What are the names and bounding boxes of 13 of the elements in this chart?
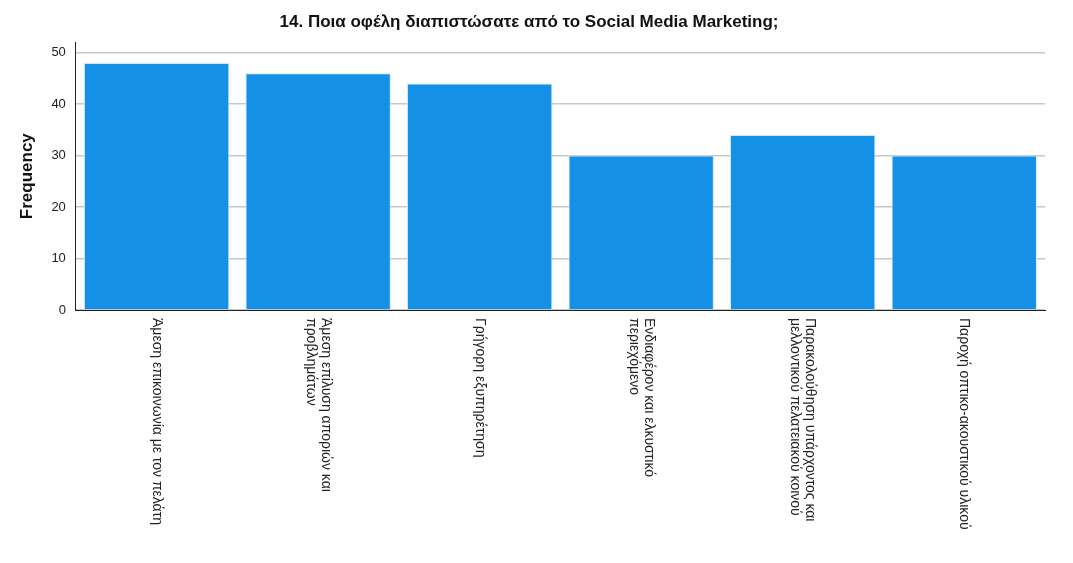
x-tick-label: Γρήγορη εξυπηρέτηση xyxy=(472,318,489,458)
x-tick-label: Άμεση επίλυση αποριών και προβλημάτων xyxy=(303,318,335,492)
x-tick-label: Άμεση επικοινωνία με τον πελάτη xyxy=(149,318,166,526)
y-tick-label: 30 xyxy=(51,147,66,163)
y-tick-label: 0 xyxy=(58,301,66,317)
y-tick-label: 20 xyxy=(51,198,66,214)
y-axis-title: Frequency xyxy=(16,132,36,220)
y-tick-label: 50 xyxy=(51,44,66,60)
y-tick-label: 40 xyxy=(51,95,66,111)
chart-title: 14. Ποια οφέλη διαπιστώσατε από το Social Media Marketing; xyxy=(279,11,779,31)
x-tick-label: Παροχή οπτικο-ακουστικού υλικού xyxy=(957,318,974,530)
y-tick-label: 10 xyxy=(51,250,66,266)
x-tick-label: Ενδιαφέρον και ελκυστικό περιεχόμενο xyxy=(626,318,658,478)
